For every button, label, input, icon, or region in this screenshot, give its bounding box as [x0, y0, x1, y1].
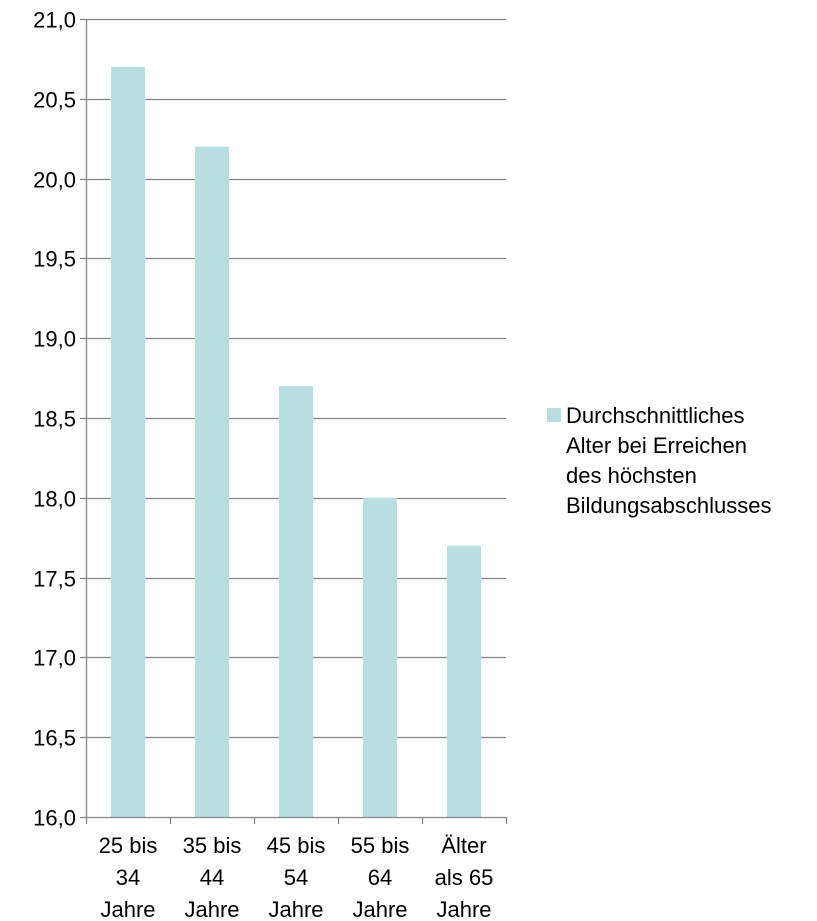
- legend: Durchschnittliches Alter bei Erreichen des…: [547, 403, 771, 518]
- y-tick-label: 20,5: [33, 88, 76, 113]
- x-tick-label: 25 bis 34 Jahre: [99, 833, 158, 921]
- axes: [85, 19, 506, 819]
- y-tick-label: 21,0: [33, 8, 76, 33]
- bar: [111, 66, 145, 817]
- y-tick-label: 18,5: [33, 407, 76, 432]
- legend-swatch: [547, 408, 561, 422]
- bar: [363, 497, 397, 817]
- bar: [195, 146, 229, 817]
- x-tick-label: Älter als 65 Jahre: [435, 833, 494, 921]
- y-tick-label: 17,0: [33, 646, 76, 671]
- x-axis-ticks: 25 bis 34 Jahre 35 bis 44 Jahre 45 bis 54 Jahre 5…: [85, 817, 508, 921]
- y-tick-label: 20,0: [33, 168, 76, 193]
- y-tick-label: 17,5: [33, 567, 76, 592]
- x-tick-label: 45 bis 54 Jahre: [267, 833, 326, 921]
- legend-label: Durchschnittliches Alter bei Erreichen des…: [566, 403, 771, 518]
- y-tick-label: 16,5: [33, 726, 76, 751]
- y-tick-label: 18,0: [33, 487, 76, 512]
- bars: [111, 66, 481, 817]
- bar: [279, 386, 313, 817]
- y-tick-label: 19,5: [33, 247, 76, 272]
- bar: [447, 545, 481, 817]
- x-tick-label: 35 bis 44 Jahre: [183, 833, 242, 921]
- y-tick-label: 19,0: [33, 327, 76, 352]
- y-axis-ticks: 16,0 16,5 17,0 17,5 18,0 18,5 19,0 19,5 20,0 20,5…: [33, 8, 86, 831]
- y-tick-label: 16,0: [33, 806, 76, 831]
- x-tick-label: 55 bis 64 Jahre: [351, 833, 410, 921]
